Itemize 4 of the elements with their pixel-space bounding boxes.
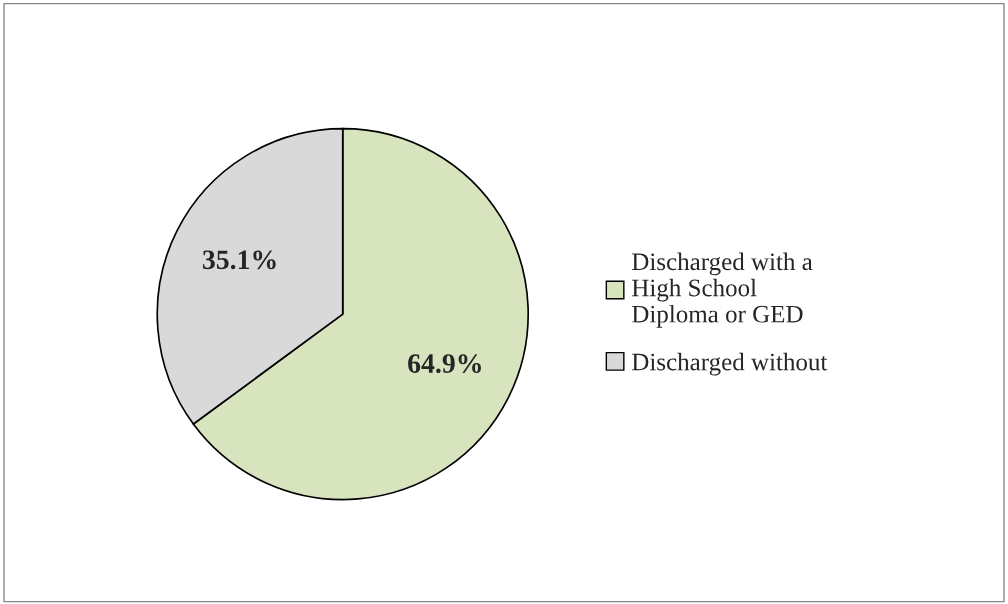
legend-label: Discharged without: [632, 352, 828, 376]
legend-label: Discharged with a High School Diploma or GED: [632, 252, 813, 328]
data-label: 64.9%: [408, 354, 481, 374]
data-label: 35.1%: [202, 250, 276, 270]
